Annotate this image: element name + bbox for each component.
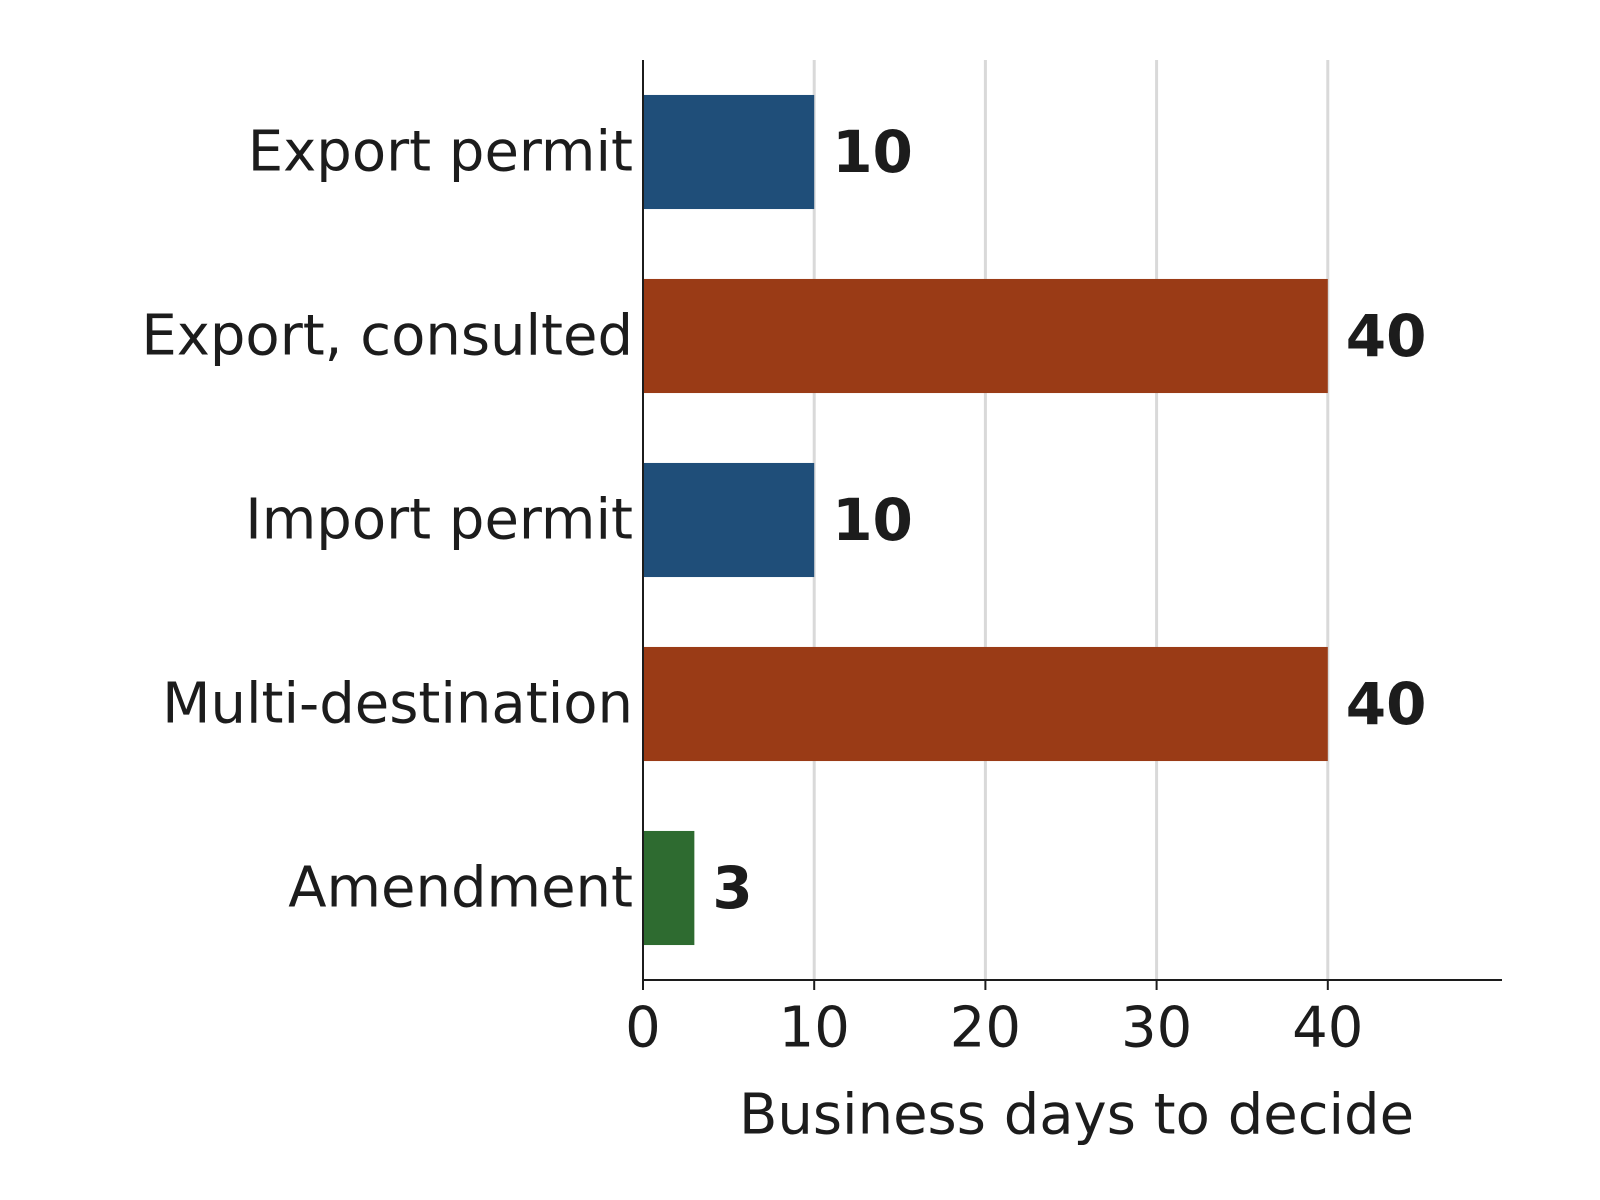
x-axis-title: Business days to decide (739, 1083, 1414, 1148)
category-label-0: Export permit (248, 120, 633, 185)
bar-4 (643, 830, 695, 946)
x-tick-label-30: 30 (1121, 996, 1192, 1061)
bar-3 (643, 646, 1328, 762)
category-labels: Export permit Export, consulted Import per… (141, 120, 633, 921)
data-label-1: 40 (1346, 302, 1427, 370)
x-tick-label-0: 0 (625, 996, 661, 1061)
data-label-3: 40 (1346, 670, 1427, 738)
bar-2 (643, 462, 815, 578)
x-tick-label-10: 10 (779, 996, 850, 1061)
data-label-4: 3 (712, 854, 752, 922)
x-tick-label-40: 40 (1292, 996, 1363, 1061)
x-axis-ticks: 0 10 20 30 40 (625, 980, 1363, 1061)
bar-1 (643, 278, 1328, 394)
axes (642, 60, 1502, 981)
category-label-4: Amendment (288, 856, 633, 921)
data-label-2: 10 (832, 486, 913, 554)
bars (643, 94, 1328, 946)
data-labels: 10 40 10 40 3 (712, 118, 1426, 922)
category-label-3: Multi-destination (162, 672, 633, 737)
category-label-1: Export, consulted (141, 304, 633, 369)
data-label-0: 10 (832, 118, 913, 186)
bar-0 (643, 94, 815, 210)
category-label-2: Import permit (245, 488, 633, 553)
x-tick-label-20: 20 (950, 996, 1021, 1061)
